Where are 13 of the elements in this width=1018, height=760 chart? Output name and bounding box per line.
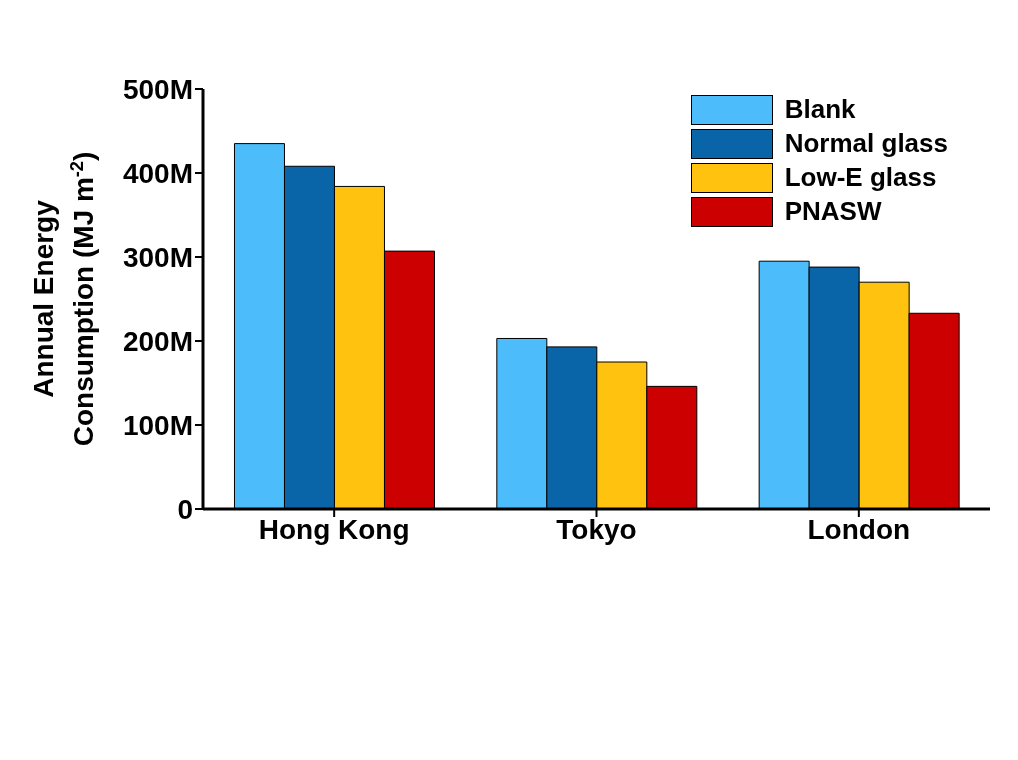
y-tick-label: 500M xyxy=(122,73,193,105)
x-tick-label: London xyxy=(807,513,911,545)
y-tick-label: 0 xyxy=(177,493,193,525)
y-tick-label: 300M xyxy=(122,241,193,273)
y-tick-label: 100M xyxy=(122,409,193,441)
y-tick-label: 200M xyxy=(122,325,193,357)
y-tick-label: 400M xyxy=(122,157,193,189)
legend-label: PNASW xyxy=(784,196,882,227)
legend-label: Low-E glass xyxy=(784,162,937,193)
x-tick-label: Hong Kong xyxy=(258,513,410,545)
x-tick-label: Tokyo xyxy=(556,513,637,545)
legend-label: Blank xyxy=(784,94,856,125)
legend-label: Normal glass xyxy=(784,128,948,159)
